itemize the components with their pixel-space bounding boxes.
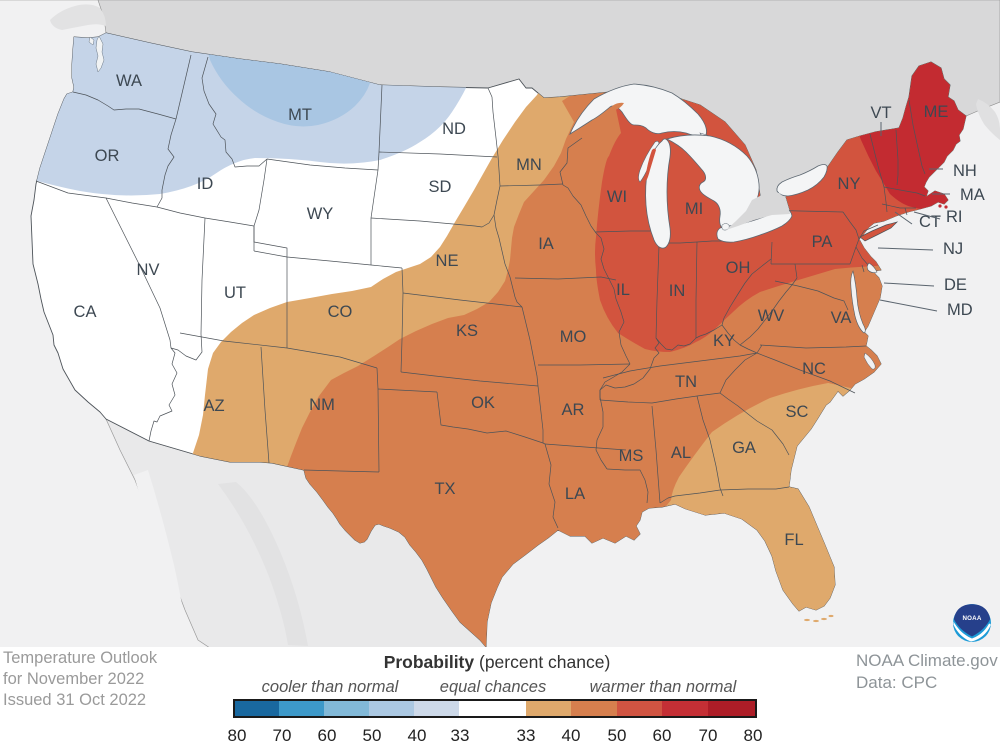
svg-text:NOAA: NOAA	[962, 615, 981, 622]
svg-text:NV: NV	[137, 261, 160, 279]
svg-text:MI: MI	[685, 200, 703, 218]
svg-text:IA: IA	[538, 235, 554, 253]
svg-text:50: 50	[363, 726, 382, 745]
svg-text:MA: MA	[960, 186, 985, 204]
svg-text:IL: IL	[616, 281, 630, 299]
svg-text:NOAA Climate.gov: NOAA Climate.gov	[856, 651, 998, 670]
svg-text:Probability (percent chance): Probability (percent chance)	[384, 652, 611, 672]
svg-text:33: 33	[517, 726, 536, 745]
svg-text:SD: SD	[429, 178, 452, 196]
svg-text:CT: CT	[919, 213, 941, 231]
svg-text:NJ: NJ	[943, 240, 963, 258]
svg-text:WI: WI	[607, 188, 627, 206]
svg-text:NC: NC	[802, 360, 826, 378]
svg-text:40: 40	[408, 726, 427, 745]
svg-text:FL: FL	[784, 531, 803, 549]
svg-text:60: 60	[318, 726, 337, 745]
svg-text:KS: KS	[456, 322, 478, 340]
svg-text:OK: OK	[471, 394, 495, 412]
svg-text:OH: OH	[726, 259, 751, 277]
svg-text:Temperature Outlook: Temperature Outlook	[3, 649, 158, 667]
svg-text:WY: WY	[307, 205, 334, 223]
svg-text:AZ: AZ	[203, 397, 224, 415]
svg-text:MO: MO	[560, 328, 587, 346]
svg-text:IN: IN	[669, 282, 686, 300]
svg-text:KY: KY	[713, 332, 735, 350]
svg-text:ME: ME	[924, 103, 949, 121]
svg-text:Issued 31 Oct 2022: Issued 31 Oct 2022	[3, 691, 146, 709]
svg-text:50: 50	[608, 726, 627, 745]
svg-text:MT: MT	[288, 106, 312, 124]
svg-text:LA: LA	[565, 485, 585, 503]
svg-text:33: 33	[451, 726, 470, 745]
svg-text:Data: CPC: Data: CPC	[856, 673, 937, 692]
svg-text:GA: GA	[732, 439, 756, 457]
svg-text:TN: TN	[675, 373, 697, 391]
svg-text:80: 80	[744, 726, 763, 745]
svg-text:NE: NE	[436, 252, 459, 270]
svg-text:MD: MD	[947, 301, 973, 319]
svg-text:UT: UT	[224, 284, 246, 302]
svg-text:AL: AL	[671, 444, 691, 462]
svg-text:60: 60	[653, 726, 672, 745]
svg-text:AR: AR	[562, 401, 585, 419]
svg-text:70: 70	[273, 726, 292, 745]
svg-text:CA: CA	[74, 303, 97, 321]
svg-text:OR: OR	[95, 147, 120, 165]
svg-text:ID: ID	[197, 175, 214, 193]
svg-text:PA: PA	[812, 233, 833, 251]
svg-text:NY: NY	[838, 175, 861, 193]
svg-text:SC: SC	[786, 403, 809, 421]
svg-text:WV: WV	[758, 307, 785, 325]
svg-text:TX: TX	[434, 480, 455, 498]
svg-text:ND: ND	[442, 120, 466, 138]
svg-text:DE: DE	[944, 276, 967, 294]
svg-text:VA: VA	[831, 309, 852, 327]
svg-text:WA: WA	[116, 72, 142, 90]
svg-text:VT: VT	[870, 104, 891, 122]
svg-text:cooler than normal: cooler than normal	[262, 678, 400, 696]
svg-text:40: 40	[562, 726, 581, 745]
svg-text:CO: CO	[328, 303, 353, 321]
svg-text:NM: NM	[309, 396, 335, 414]
svg-text:warmer than normal: warmer than normal	[590, 678, 738, 696]
svg-text:80: 80	[228, 726, 247, 745]
svg-text:70: 70	[699, 726, 718, 745]
svg-text:MS: MS	[619, 447, 644, 465]
svg-text:NH: NH	[953, 162, 977, 180]
svg-text:RI: RI	[946, 208, 963, 226]
svg-text:equal chances: equal chances	[440, 678, 546, 696]
svg-text:for November 2022: for November 2022	[3, 670, 144, 688]
svg-text:MN: MN	[516, 156, 542, 174]
